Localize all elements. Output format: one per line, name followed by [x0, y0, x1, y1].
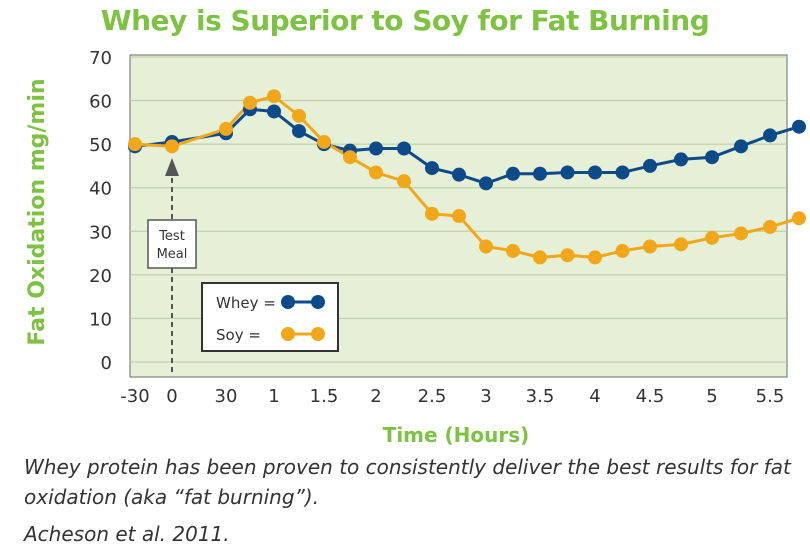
data-point-whey — [452, 167, 466, 182]
data-point-soy — [506, 243, 520, 258]
data-point-whey — [425, 161, 439, 176]
x-tick-label: 4 — [589, 386, 600, 407]
x-tick-label: 30 — [215, 386, 238, 407]
data-point-soy — [615, 243, 630, 258]
x-tick-label: 5.5 — [756, 386, 785, 407]
x-tick-label: 4.5 — [636, 386, 665, 407]
data-point-whey — [533, 166, 547, 181]
test-meal-label-line1: Test — [158, 229, 185, 244]
data-point-soy — [165, 139, 179, 154]
x-tick-label: 2 — [370, 386, 381, 407]
data-point-soy — [317, 134, 331, 149]
data-point-soy — [763, 219, 777, 234]
legend-marker-soy — [311, 327, 325, 341]
data-point-soy — [479, 239, 493, 254]
x-tick-label: 3 — [480, 386, 491, 407]
data-point-soy — [674, 237, 688, 252]
data-point-soy — [734, 226, 748, 241]
y-tick-label: 70 — [89, 48, 112, 69]
x-tick-label: 5 — [706, 386, 717, 407]
y-axis-label: Fat Oxidation mg/min — [25, 78, 50, 345]
chart: 0 10 20 30 40 50 60 70 -30 0 30 1 1.5 2 2.5 3 3.5 4 4.5 5 5… — [25, 48, 806, 447]
data-point-soy — [128, 137, 142, 152]
test-meal-box — [147, 219, 197, 269]
data-point-soy — [588, 250, 602, 265]
x-tick-label: 1 — [268, 386, 279, 407]
x-tick-label: 0 — [166, 386, 177, 407]
data-point-whey — [560, 165, 575, 180]
data-point-whey — [397, 141, 411, 156]
data-point-whey — [734, 139, 748, 154]
legend-marker-whey — [281, 295, 295, 309]
y-tick-label: 0 — [101, 353, 112, 374]
data-point-whey — [763, 128, 777, 143]
data-point-soy — [292, 108, 306, 123]
x-axis-label: Time (Hours) — [383, 423, 530, 447]
data-point-soy — [533, 250, 547, 265]
data-point-whey — [369, 141, 383, 156]
chart-title: Whey is Superior to Soy for Fat Burning — [100, 4, 710, 37]
data-point-soy — [792, 211, 806, 226]
x-tick-label: 1.5 — [310, 386, 339, 407]
y-tick-label: 40 — [89, 179, 112, 200]
y-tick-label: 30 — [89, 222, 112, 243]
legend: Whey = Soy = — [201, 282, 339, 352]
legend-label-soy: Soy = — [216, 326, 261, 344]
citation: Acheson et al. 2011. — [24, 522, 230, 546]
data-point-soy — [243, 95, 257, 110]
test-meal-label-line2: Meal — [157, 247, 188, 262]
y-tick-label: 10 — [89, 309, 112, 330]
x-tick-label: 2.5 — [418, 386, 447, 407]
data-point-soy — [425, 206, 439, 221]
legend-marker-soy — [281, 327, 295, 341]
data-point-whey — [705, 150, 719, 165]
data-point-whey — [643, 158, 657, 173]
test-meal-arrowhead — [165, 158, 179, 176]
y-tick-label: 20 — [89, 266, 112, 287]
data-point-soy — [343, 150, 357, 165]
data-point-whey — [615, 165, 630, 180]
data-point-soy — [560, 248, 575, 263]
caption: Whey protein has been proven to consiste… — [24, 455, 791, 509]
legend-marker-whey — [311, 295, 325, 309]
data-point-soy — [267, 89, 281, 104]
data-point-whey — [792, 119, 806, 134]
data-point-soy — [705, 230, 719, 245]
data-point-soy — [452, 209, 466, 224]
data-point-soy — [643, 239, 657, 254]
data-point-whey — [479, 176, 493, 191]
data-point-whey — [674, 152, 688, 167]
data-point-whey — [506, 166, 520, 181]
data-point-soy — [219, 121, 233, 136]
data-point-whey — [267, 104, 281, 119]
y-tick-label: 60 — [89, 92, 112, 113]
x-tick-label: -30 — [120, 386, 149, 407]
data-point-soy — [369, 165, 383, 180]
data-point-whey — [588, 165, 602, 180]
y-tick-label: 50 — [89, 135, 112, 156]
data-point-soy — [397, 174, 411, 189]
data-point-whey — [292, 124, 306, 139]
x-tick-label: 3.5 — [526, 386, 555, 407]
legend-label-whey: Whey = — [216, 294, 276, 312]
